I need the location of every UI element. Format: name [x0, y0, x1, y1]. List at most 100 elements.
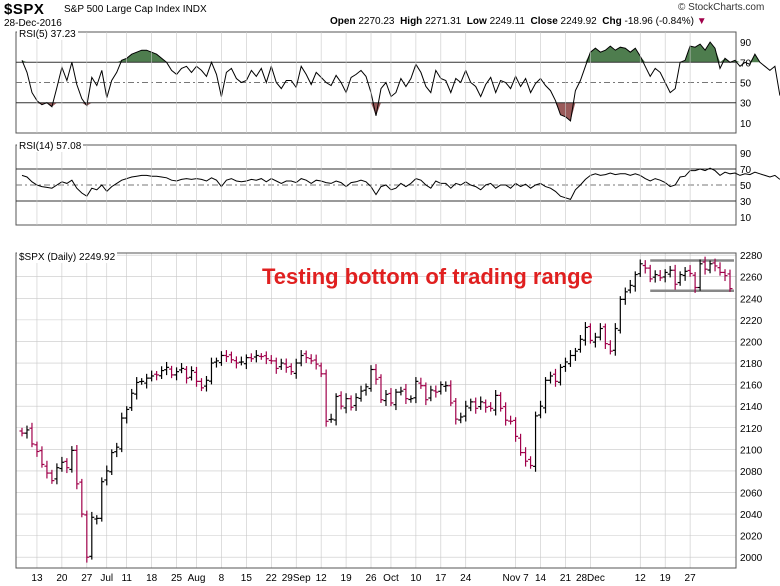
- ohlc-bar: [533, 411, 539, 472]
- ohlc-bar: [213, 357, 219, 368]
- ohlc-bar: [119, 412, 125, 453]
- ohlc-bar: [528, 456, 534, 469]
- x-tick-label: Nov 7: [503, 573, 530, 584]
- rsi5-tick-label: 70: [740, 58, 752, 69]
- open-label: Open: [330, 16, 356, 27]
- x-tick-label: 25: [171, 573, 183, 584]
- rsi5-tick-label: 10: [740, 119, 752, 130]
- ohlc-bar: [54, 463, 60, 485]
- rsi14-panel: 10 30 50 70 90: [15, 144, 780, 226]
- ohlc-bar: [498, 392, 504, 412]
- ohlc-bar: [418, 377, 424, 389]
- ohlc-bar: [208, 357, 214, 385]
- ohlc-bar: [373, 364, 379, 385]
- price-frame: [15, 252, 737, 569]
- ohlc-bar: [198, 378, 204, 392]
- ohlc-bar: [184, 366, 190, 384]
- down-arrow-icon: ▼: [696, 16, 707, 27]
- ohlc-bar: [313, 354, 319, 370]
- ohlc-bar: [503, 402, 509, 426]
- rsi5-series-line: [21, 41, 780, 122]
- ohlc-bar: [343, 393, 349, 414]
- x-tick-label: 17: [435, 573, 447, 584]
- ohlc-bar: [548, 371, 554, 384]
- ohlc-bar: [174, 367, 180, 381]
- price-tick-label: 2140: [740, 402, 763, 413]
- ohlc-bar: [258, 353, 264, 360]
- close-label: Close: [530, 16, 558, 27]
- ohlc-bar: [557, 364, 563, 386]
- ohlc-bar: [134, 377, 140, 400]
- ohlc-bar: [164, 361, 170, 376]
- ohlc-bar: [248, 353, 254, 362]
- ohlc-bar: [328, 413, 334, 423]
- ohlc-bar: [518, 433, 524, 456]
- price-tick-label: 2260: [740, 273, 763, 284]
- x-tick-label: 27: [685, 573, 697, 584]
- ohlc-bar: [39, 446, 45, 468]
- ohlc-bar: [468, 398, 474, 412]
- x-tick-label: 10: [410, 573, 422, 584]
- ohlc-bar: [303, 350, 309, 364]
- ohlc-bar: [473, 397, 479, 414]
- x-tick-label: Aug: [188, 573, 206, 584]
- ohlc-bar: [348, 395, 354, 411]
- ohlc-bar: [662, 269, 668, 283]
- ohlc-bar: [383, 390, 389, 406]
- ohlc-bar: [293, 358, 299, 379]
- ohlc-bar: [657, 270, 663, 282]
- ohlc-bar: [692, 271, 698, 293]
- ohlc-bar: [233, 356, 239, 369]
- ohlc-bar: [712, 258, 718, 272]
- ohlc-bar: [308, 354, 314, 365]
- ohlc-bar: [363, 383, 369, 396]
- ohlc-bar: [602, 323, 608, 350]
- low-value: 2249.11: [489, 16, 525, 27]
- high-label: High: [400, 16, 423, 27]
- ohlc-bar: [677, 271, 683, 286]
- rsi5-tick-label: 50: [740, 79, 752, 90]
- ohlc-bar: [318, 362, 324, 378]
- ohlc-bar: [218, 351, 224, 366]
- ohlc-bar: [577, 334, 583, 353]
- ohlc-bar: [149, 370, 155, 382]
- stockcharts-watermark: © StockCharts.com: [678, 2, 765, 13]
- x-tick-label: 18: [146, 573, 158, 584]
- ohlc-bar: [727, 269, 733, 292]
- ohlc-bar: [438, 381, 444, 395]
- ohlc-bar: [632, 271, 638, 292]
- ohlc-bar: [508, 415, 514, 425]
- ohlc-bar: [702, 256, 708, 275]
- ohlc-bar: [393, 388, 399, 411]
- ohlc-bar: [34, 441, 40, 457]
- ohlc-bar: [323, 369, 329, 427]
- x-tick-label: 19: [660, 573, 672, 584]
- price-tick-label: 2120: [740, 424, 763, 435]
- ohlc-bar: [428, 385, 434, 402]
- price-panel: 2000 2020 2040 2060 2080 2100 2120 2140 2160 2180…: [15, 32, 763, 569]
- price-tick-label: 2060: [740, 488, 763, 499]
- ohlc-bar: [223, 350, 229, 362]
- x-tick-label: 29Sep: [282, 573, 311, 584]
- ohlc-bar: [642, 260, 648, 274]
- ohlc-bar: [488, 402, 494, 412]
- x-tick-label: 22: [266, 573, 278, 584]
- ohlc-bar: [203, 375, 209, 392]
- open-value: 2270.23: [358, 16, 395, 27]
- ohlc-bar: [592, 332, 598, 348]
- ohlc-bar: [543, 377, 549, 414]
- ohlc-bar: [687, 265, 693, 277]
- ohlc-bar: [378, 374, 384, 403]
- ohlc-bar: [607, 340, 613, 355]
- price-tick-label: 2160: [740, 381, 763, 392]
- ohlc-bar: [582, 322, 588, 346]
- rsi14-tick-label: 90: [740, 149, 752, 160]
- ohlc-bar: [612, 323, 618, 356]
- annotation-text: Testing bottom of trading range: [262, 264, 593, 289]
- ohlc-readout: Open 2270.23 High 2271.31 Low 2249.11 Cl…: [330, 16, 707, 27]
- x-axis: 13 20 27 Jul 11 18 25 Aug 8 15 22 29Sep 12 19 26 Oct 10 1…: [31, 573, 696, 584]
- rsi14-tick-label: 50: [740, 181, 752, 192]
- chg-value: -18.96 (-0.84%): [624, 16, 694, 27]
- ohlc-bar: [129, 388, 135, 411]
- x-tick-label: 15: [241, 573, 253, 584]
